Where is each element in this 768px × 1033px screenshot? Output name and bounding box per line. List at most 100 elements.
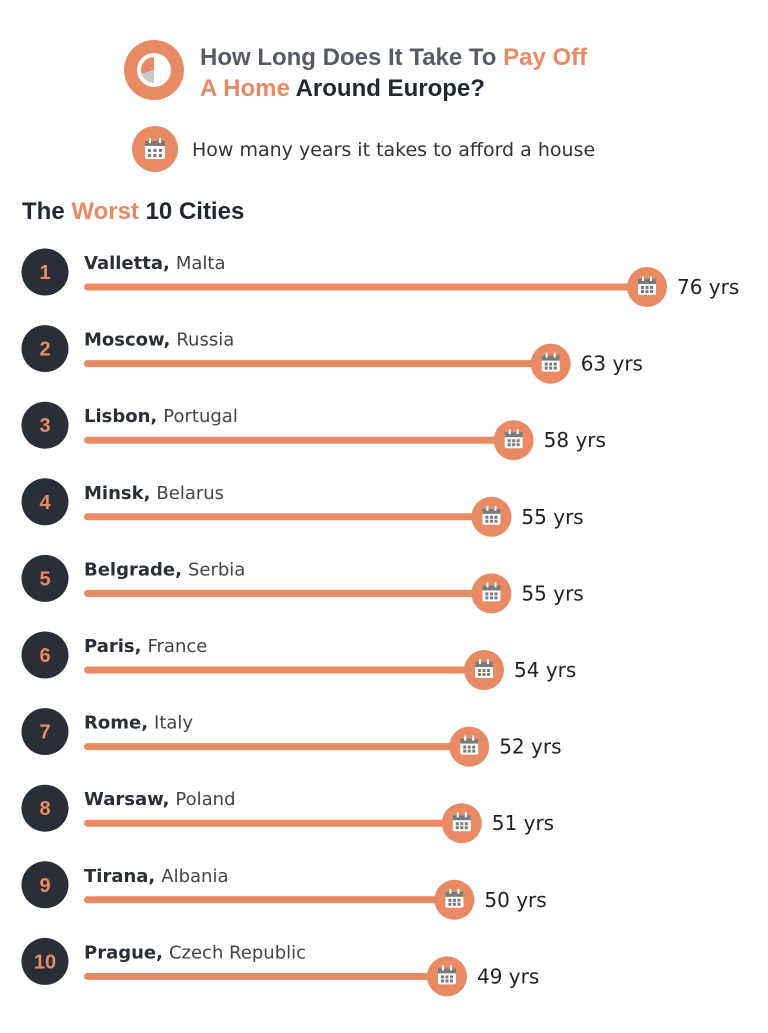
rank-number: 7 [39, 722, 50, 744]
value-label: 51 yrs [492, 811, 554, 835]
bar [84, 283, 647, 291]
country-name: Serbia [188, 559, 245, 580]
rank-badge [21, 861, 69, 909]
chart-row: 7 Rome, Italy 52 yrs [21, 708, 562, 767]
value-label: 52 yrs [499, 735, 561, 759]
header: How Long Does It Take To Pay Off A Home … [124, 40, 684, 120]
title-part-3: A Home [200, 75, 290, 102]
city-label: Belgrade, Serbia [84, 559, 245, 580]
rank-number: 1 [39, 262, 50, 284]
chart-row: 2 Moscow, Russia 63 yrs [21, 325, 643, 384]
rank-badge [21, 325, 69, 373]
calendar-icon [434, 879, 475, 920]
rank-badge [21, 248, 69, 296]
rank-number: 10 [34, 951, 56, 973]
rank-badge [21, 937, 69, 985]
pie-chart-icon [124, 40, 184, 100]
city-name: Moscow, [84, 330, 170, 351]
calendar-icon [471, 496, 512, 537]
rank-number: 8 [39, 798, 50, 820]
city-label: Valletta, Malta [84, 253, 226, 274]
country-name: Poland [175, 789, 235, 810]
country-name: Portugal [163, 406, 238, 427]
city-label: Minsk, Belarus [84, 483, 224, 504]
section-title-part-2: Worst [71, 198, 139, 225]
section-title: The Worst 10 Cities [22, 198, 244, 226]
city-name: Prague, [84, 942, 163, 963]
calendar-icon [441, 803, 482, 844]
rank-badge [21, 554, 69, 602]
value-label: 49 yrs [477, 964, 539, 988]
country-name: France [147, 636, 207, 657]
rank-badge [21, 631, 69, 679]
title-part-4: Around Europe? [289, 75, 485, 102]
country-name: Albania [161, 866, 228, 887]
chart-row: 8 Warsaw, Poland 51 yrs [21, 784, 554, 844]
city-name: Rome, [84, 713, 148, 734]
city-name: Belgrade, [84, 559, 182, 580]
city-name: Minsk, [84, 483, 150, 504]
rank-number: 2 [39, 339, 50, 361]
value-label: 54 yrs [514, 658, 576, 682]
legend-text: How many years it takes to afford a hous… [192, 139, 596, 161]
rank-badge [21, 784, 69, 832]
country-name: Belarus [156, 483, 224, 504]
value-label: 50 yrs [484, 888, 546, 912]
title-part-2: Pay Off [503, 44, 588, 71]
city-label: Lisbon, Portugal [84, 406, 238, 427]
city-label: Prague, Czech Republic [84, 942, 306, 963]
calendar-icon [471, 573, 512, 614]
chart-row: 5 Belgrade, Serbia 55 yrs [21, 554, 584, 614]
value-label: 76 yrs [677, 275, 739, 299]
city-name: Paris, [84, 636, 141, 657]
country-name: Italy [154, 713, 193, 734]
chart-row: 4 Minsk, Belarus 55 yrs [21, 478, 584, 537]
value-label: 58 yrs [544, 428, 606, 452]
city-name: Valletta, [84, 253, 170, 274]
value-label: 55 yrs [521, 581, 583, 605]
rank-badge [21, 401, 69, 449]
rank-number: 4 [39, 492, 51, 514]
chart-row: 6 Paris, France 54 yrs [21, 631, 576, 690]
calendar-icon [493, 420, 534, 461]
bar [84, 360, 551, 368]
country-name: Malta [176, 253, 226, 274]
bar [84, 589, 492, 597]
city-label: Warsaw, Poland [84, 789, 236, 810]
calendar-icon [449, 726, 490, 767]
bar [84, 972, 447, 980]
city-label: Tirana, Albania [84, 866, 229, 887]
country-name: Russia [176, 330, 234, 351]
chart-row: 9 Tirana, Albania 50 yrs [21, 861, 547, 920]
rank-number: 9 [39, 875, 50, 897]
bar [84, 513, 492, 521]
section-title-part-1: The [22, 198, 72, 225]
city-name: Tirana, [84, 866, 155, 887]
city-label: Paris, France [84, 636, 207, 657]
bar [84, 743, 470, 751]
rank-number: 6 [39, 645, 50, 667]
rank-number: 3 [39, 415, 50, 437]
city-label: Moscow, Russia [84, 330, 234, 351]
bar [84, 436, 514, 444]
calendar-icon [464, 650, 505, 690]
section-title-part-3: 10 Cities [138, 198, 245, 225]
bar [84, 819, 462, 827]
rank-badge [21, 478, 69, 526]
country-name: Czech Republic [169, 942, 306, 963]
page-title: How Long Does It Take To Pay Off A Home … [200, 42, 587, 104]
city-name: Warsaw, [84, 789, 169, 810]
bar [84, 666, 485, 674]
rank-badge [21, 708, 69, 756]
calendar-icon [530, 343, 571, 384]
value-label: 63 yrs [581, 352, 643, 376]
calendar-icon [627, 267, 667, 307]
chart-row: 1 Valletta, Malta 76 yrs [21, 248, 739, 307]
calendar-icon [132, 126, 178, 172]
calendar-icon [426, 956, 467, 997]
city-label: Rome, Italy [84, 713, 193, 734]
chart-row: 3 Lisbon, Portugal 58 yrs [21, 401, 606, 461]
bar [84, 896, 455, 904]
title-part-1: How Long Does It Take To [200, 44, 504, 71]
